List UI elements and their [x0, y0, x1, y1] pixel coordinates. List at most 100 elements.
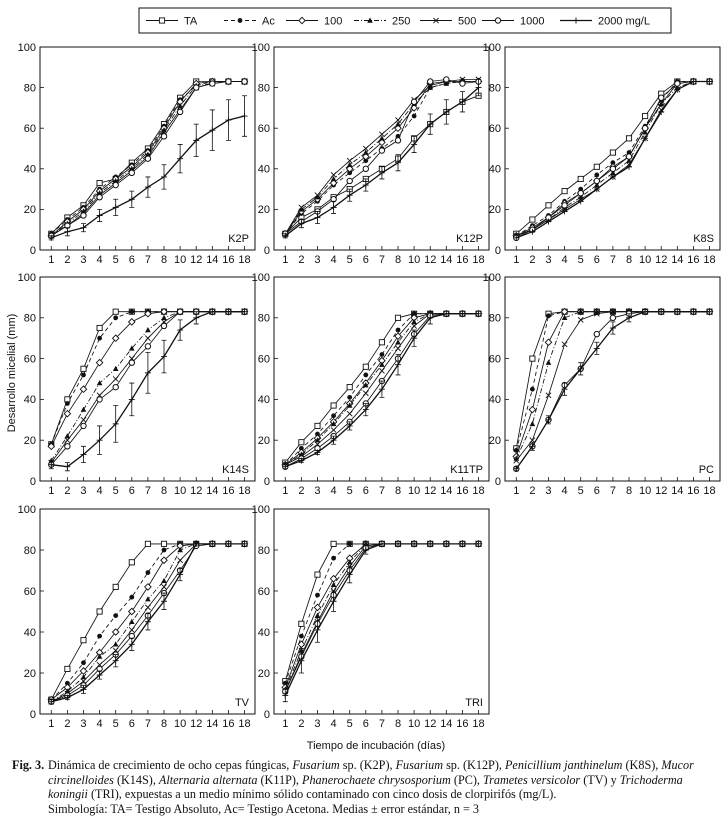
data-point — [97, 335, 102, 341]
data-point — [706, 78, 713, 85]
y-tick-label: 20 — [489, 204, 501, 216]
data-point — [128, 396, 135, 403]
data-point — [394, 137, 402, 144]
data-point — [674, 308, 681, 315]
data-point — [298, 220, 305, 227]
data-point — [128, 618, 135, 624]
x-tick-label: 5 — [347, 254, 353, 266]
x-tick-label: 5 — [113, 718, 119, 730]
data-point — [347, 170, 353, 176]
data-point — [475, 540, 482, 547]
data-point — [594, 172, 600, 178]
x-tick-label: 3 — [314, 254, 320, 266]
data-point — [411, 311, 417, 317]
data-point — [395, 327, 401, 333]
plot-frame — [39, 508, 256, 715]
data-point — [330, 402, 337, 409]
data-point — [161, 314, 167, 320]
data-point — [593, 345, 600, 352]
data-point — [160, 556, 168, 565]
data-point — [395, 361, 402, 368]
x-tick-label: 3 — [314, 485, 320, 497]
y-tick-label: 60 — [24, 123, 36, 135]
legend-marker — [237, 18, 243, 23]
data-point — [144, 369, 151, 376]
data-point — [378, 138, 386, 147]
y-tick-label: 0 — [264, 245, 270, 257]
y-tick-label: 0 — [30, 245, 36, 257]
legend-item-ta: TA — [146, 16, 198, 28]
data-point — [362, 547, 369, 553]
data-point — [362, 165, 369, 173]
x-tick-label: 3 — [80, 254, 86, 266]
data-point — [128, 359, 135, 366]
data-point — [642, 135, 649, 142]
data-point — [363, 372, 369, 378]
data-point — [610, 160, 616, 166]
series-line — [284, 543, 479, 692]
data-point — [112, 383, 119, 391]
data-point — [544, 338, 553, 347]
data-point — [561, 208, 568, 215]
y-tick-label: 100 — [18, 504, 36, 516]
x-tick-label: 1 — [513, 485, 519, 497]
data-point — [362, 363, 369, 370]
legend-label: 250 — [392, 16, 410, 28]
series-line — [284, 543, 479, 690]
x-tick-label: 5 — [578, 254, 584, 266]
series-2000-mg-l — [513, 308, 713, 472]
data-point — [347, 394, 353, 400]
y-tick-label: 100 — [18, 42, 36, 54]
x-tick-label: 5 — [347, 718, 353, 730]
series-line — [516, 81, 710, 237]
data-point — [378, 169, 385, 176]
x-tick-label: 1 — [282, 485, 288, 497]
data-point — [160, 322, 168, 330]
data-point — [690, 78, 697, 85]
y-tick-label: 40 — [24, 164, 36, 176]
data-point — [64, 463, 71, 470]
x-tick-label: 4 — [97, 485, 103, 497]
y-tick-label: 40 — [258, 394, 270, 406]
data-point — [193, 137, 200, 144]
x-tick-label: 16 — [456, 485, 468, 497]
series-100 — [281, 77, 483, 238]
legend-item-500: 500 — [420, 16, 476, 28]
data-point — [112, 365, 119, 371]
data-point — [80, 674, 87, 680]
y-tick-label: 20 — [24, 668, 36, 680]
x-tick-label: 18 — [703, 254, 715, 266]
data-point — [64, 433, 71, 439]
data-point — [378, 540, 385, 547]
data-point — [96, 194, 103, 201]
data-point — [80, 406, 87, 412]
legend-marker — [367, 17, 373, 23]
data-point — [241, 308, 248, 315]
data-point — [177, 571, 184, 578]
data-point — [593, 177, 600, 185]
x-tick-label: 4 — [331, 485, 337, 497]
data-point — [225, 308, 232, 315]
data-point — [80, 224, 87, 231]
data-point — [64, 443, 71, 450]
x-tick-label: 6 — [129, 254, 135, 266]
data-point — [177, 547, 183, 553]
data-point — [561, 188, 568, 195]
series-1000 — [282, 540, 482, 695]
data-point — [427, 84, 434, 90]
data-point — [545, 416, 552, 423]
data-point — [112, 657, 119, 664]
x-tick-label: 8 — [161, 485, 167, 497]
caption-text-9: (TRI), expuestas a un medio mínimo sólid… — [87, 787, 557, 802]
data-point — [347, 541, 353, 547]
data-point — [144, 184, 151, 191]
plot-frame — [39, 276, 256, 482]
x-tick-label: 4 — [97, 254, 103, 266]
y-tick-label: 80 — [24, 313, 36, 325]
data-point — [443, 310, 450, 317]
data-point — [427, 121, 434, 128]
data-point — [345, 164, 354, 173]
data-point — [330, 420, 337, 427]
